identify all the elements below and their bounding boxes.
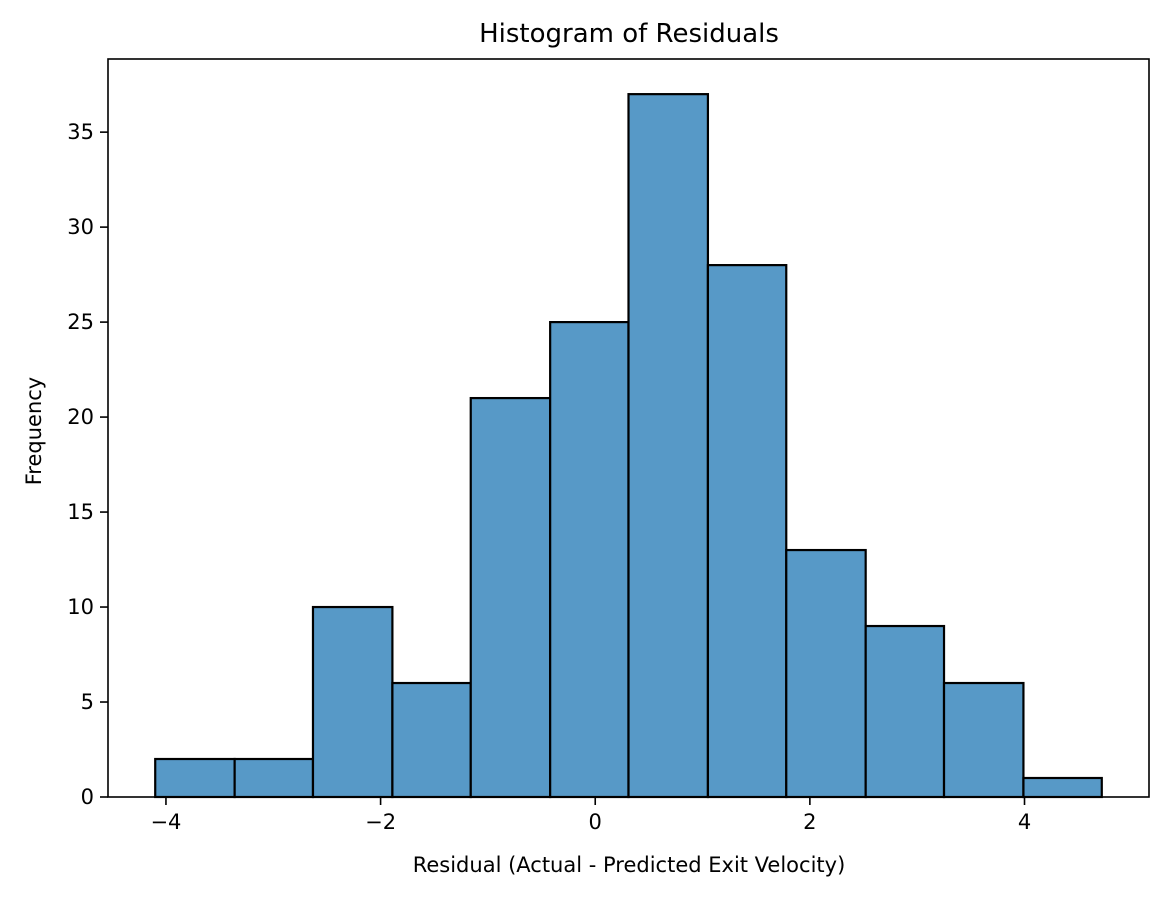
histogram-bar-11 bbox=[1022, 776, 1103, 799]
histogram-bar-0 bbox=[154, 757, 236, 799]
y-tick-label-0: 0 bbox=[81, 785, 94, 809]
histogram-bar-4 bbox=[469, 396, 552, 799]
x-axis-label: Residual (Actual - Predicted Exit Veloci… bbox=[413, 853, 846, 877]
y-tick-label-3: 15 bbox=[67, 500, 94, 524]
histogram-bar-7 bbox=[706, 264, 788, 799]
histogram-bar-1 bbox=[233, 757, 315, 799]
histogram-bar-2 bbox=[311, 605, 394, 799]
y-tick-label-1: 5 bbox=[81, 690, 94, 714]
histogram-bar-3 bbox=[391, 681, 472, 799]
histogram-bar-5 bbox=[549, 320, 630, 799]
histogram-bar-9 bbox=[864, 624, 946, 799]
y-tick-label-4: 20 bbox=[67, 405, 94, 429]
y-tick-label-6: 30 bbox=[67, 215, 94, 239]
y-tick-label-7: 35 bbox=[67, 120, 94, 144]
x-tick-label-0: −4 bbox=[150, 810, 181, 834]
histogram-bar-8 bbox=[785, 548, 867, 799]
x-tick-label-3: 2 bbox=[803, 810, 816, 834]
x-tick-label-4: 4 bbox=[1018, 810, 1031, 834]
x-tick-label-2: 0 bbox=[589, 810, 602, 834]
plot-frame bbox=[107, 58, 1150, 798]
histogram-bar-6 bbox=[627, 93, 710, 799]
histogram-bar-10 bbox=[942, 681, 1025, 799]
y-tick-label-5: 25 bbox=[67, 310, 94, 334]
axes-layer: −4 −2 0 2 4 0 5 10 15 20 25 30 35 bbox=[67, 58, 1150, 834]
chart-title: Histogram of Residuals bbox=[479, 19, 779, 49]
x-tick-label-1: −2 bbox=[365, 810, 396, 834]
y-axis-label: Frequency bbox=[22, 377, 46, 486]
bars-layer bbox=[154, 93, 1103, 799]
y-tick-label-2: 10 bbox=[67, 595, 94, 619]
